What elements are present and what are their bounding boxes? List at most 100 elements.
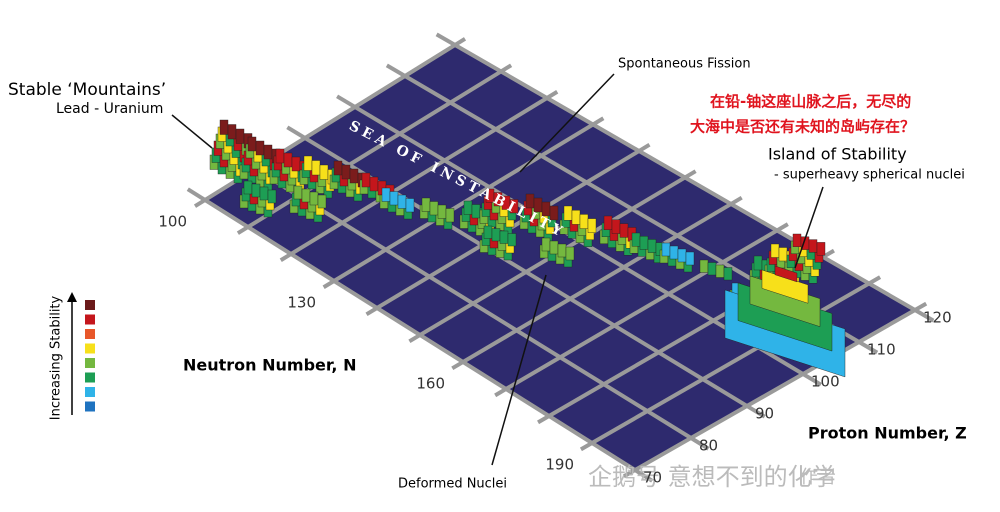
grid-line <box>451 195 743 371</box>
neutron-label: 130 <box>287 294 316 312</box>
nucleus-block <box>753 255 763 271</box>
nucleus-block <box>699 259 709 273</box>
nucleus-block <box>255 140 265 156</box>
question: 在铅-铀这座山脉之后，无尽的 <box>710 93 911 111</box>
proton-label: 90 <box>755 405 774 423</box>
nucleus-block <box>341 164 351 180</box>
grid-line <box>435 32 935 323</box>
legend-arrow <box>67 292 77 415</box>
legend-swatch <box>85 343 95 354</box>
proton-label: 80 <box>699 437 718 455</box>
island-sub: - superheavy spherical nuclei <box>774 168 965 183</box>
nucleus-block <box>509 199 519 214</box>
legend-swatch <box>85 358 95 368</box>
nucleus-block <box>333 160 343 176</box>
nucleus-block <box>429 201 439 216</box>
nucleus-block <box>291 156 301 172</box>
watermark-author: 作者 <box>800 467 836 488</box>
nucleus-block <box>685 251 695 266</box>
proton-label: 70 <box>643 469 662 487</box>
nucleus-block <box>677 248 687 263</box>
neutron-label: 100 <box>158 213 187 231</box>
nucleus-block <box>549 240 559 255</box>
island-layer <box>774 265 798 283</box>
nucleus-block <box>808 239 818 253</box>
pointers <box>171 73 824 466</box>
grid-line <box>236 63 513 235</box>
legend-swatch <box>85 372 95 383</box>
neutron-label: 190 <box>545 456 574 474</box>
grid-line <box>322 116 605 289</box>
nucleus-block <box>405 198 415 213</box>
nucleus-block <box>707 262 717 276</box>
nucleus-block <box>463 200 473 215</box>
nucleus-block <box>243 180 253 195</box>
grid-line <box>186 187 654 483</box>
nucleus-block <box>445 208 455 223</box>
question: 大海中是否还有未知的岛屿存在？ <box>690 118 915 136</box>
deformed-label: Deformed Nuclei <box>398 477 507 492</box>
nucleus-block <box>437 204 447 219</box>
nucleus-block <box>267 189 277 204</box>
legend-swatch <box>85 329 95 339</box>
legend-title: Increasing Stability <box>49 295 64 420</box>
nucleus-block <box>603 215 613 231</box>
nucleus-block <box>471 204 481 219</box>
nucleus-block <box>491 228 501 242</box>
nucleus-block <box>369 176 379 192</box>
mountains-sub: Lead - Uranium <box>56 101 163 117</box>
nucleus-block <box>770 243 780 258</box>
fission-label: Spontaneous Fission <box>618 57 751 72</box>
nucleus-block <box>792 233 802 248</box>
grid <box>186 32 935 483</box>
nucleus-block <box>619 223 629 238</box>
proton-label: 100 <box>811 373 840 391</box>
nucleus-block <box>303 155 313 171</box>
nucleus-block <box>579 214 589 229</box>
nucleus-block <box>309 191 319 206</box>
nucleus-block <box>557 243 567 258</box>
mountains-title: Stable ‘Mountains’ <box>8 80 166 100</box>
nucleus-block <box>563 205 573 221</box>
nucleus-block <box>715 264 725 278</box>
watermark: 企鹅号 意想不到的化学 <box>588 463 836 491</box>
legend-swatch <box>85 300 95 310</box>
nucleus-block <box>235 128 245 144</box>
grid-line <box>579 275 882 452</box>
nucleus-block <box>247 136 257 152</box>
nucleus-block <box>669 245 679 260</box>
nucleus-block <box>227 124 237 140</box>
nucleus-block <box>587 218 597 234</box>
legend-swatch <box>85 401 95 412</box>
nucleus-block <box>723 267 733 281</box>
nucleus-block <box>251 183 261 198</box>
island-title: Island of Stability <box>768 145 907 164</box>
nucleus-block <box>283 152 293 168</box>
nucleus-block <box>317 194 327 209</box>
legend <box>85 300 95 412</box>
nucleus-block <box>647 239 657 253</box>
nucleus-block <box>631 232 641 247</box>
nuclei-blocks <box>209 119 846 378</box>
nucleus-block <box>397 194 407 209</box>
nucleus-block <box>293 185 303 200</box>
nucleus-block <box>541 237 551 252</box>
proton-label: 120 <box>923 309 952 327</box>
proton-label: 110 <box>867 341 896 359</box>
nucleus-block <box>349 168 359 184</box>
nucleus-block <box>816 242 826 256</box>
nucleus-block <box>661 242 671 257</box>
legend-swatch <box>85 387 95 397</box>
nucleus-block <box>499 230 509 244</box>
nucleus-block <box>639 235 649 250</box>
nucleus-block <box>361 172 371 188</box>
nucleus-block <box>311 160 321 176</box>
neutron-label: 160 <box>416 375 445 393</box>
legend-swatch <box>85 314 95 325</box>
nucleus-block <box>319 164 329 180</box>
nucleus-block <box>421 197 431 212</box>
nucleus-block <box>778 247 788 262</box>
proton-title: Proton Number, Z <box>808 424 967 443</box>
nucleus-block <box>219 119 229 135</box>
nucleus-block <box>507 233 517 247</box>
